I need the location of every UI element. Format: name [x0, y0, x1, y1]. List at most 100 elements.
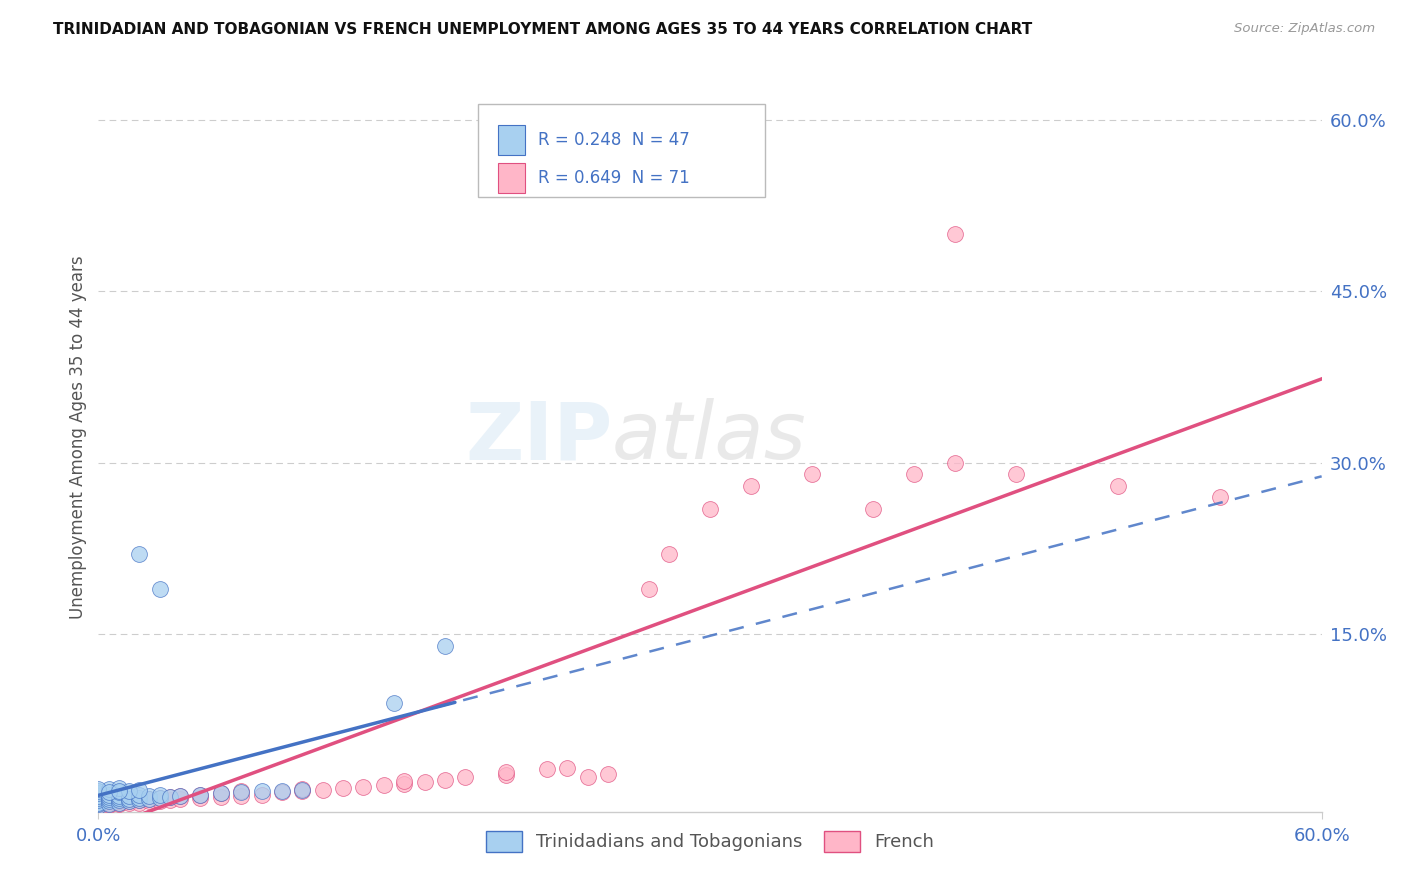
- Point: [209, 789, 232, 804]
- Point: [138, 792, 160, 806]
- Point: [87, 784, 110, 798]
- Point: [128, 793, 150, 807]
- Point: [169, 792, 191, 806]
- Point: [97, 794, 120, 808]
- Point: [209, 786, 232, 800]
- Point: [97, 793, 120, 807]
- FancyBboxPatch shape: [498, 125, 526, 155]
- Point: [169, 789, 191, 803]
- Point: [1209, 490, 1232, 504]
- Point: [87, 797, 110, 812]
- Point: [149, 791, 172, 805]
- FancyBboxPatch shape: [478, 103, 765, 197]
- Point: [108, 791, 131, 805]
- Point: [454, 771, 477, 785]
- Point: [108, 789, 131, 803]
- Point: [108, 780, 131, 795]
- Point: [1004, 467, 1026, 482]
- Point: [87, 794, 110, 808]
- Point: [97, 788, 120, 802]
- Point: [128, 788, 150, 802]
- Point: [270, 784, 294, 798]
- Point: [413, 775, 436, 789]
- Point: [699, 501, 721, 516]
- Point: [108, 793, 131, 807]
- Point: [291, 784, 314, 798]
- Point: [637, 582, 661, 596]
- Point: [108, 796, 131, 810]
- Point: [128, 547, 150, 561]
- Point: [87, 781, 110, 796]
- Point: [87, 793, 110, 807]
- Point: [128, 783, 150, 797]
- Point: [159, 789, 181, 804]
- Point: [87, 789, 110, 803]
- Point: [159, 793, 181, 807]
- Point: [118, 789, 141, 803]
- Point: [434, 639, 457, 653]
- Point: [332, 780, 354, 795]
- Point: [87, 792, 110, 806]
- Point: [598, 767, 620, 781]
- Point: [128, 793, 150, 807]
- Point: [87, 786, 110, 800]
- Point: [87, 793, 110, 807]
- Point: [138, 789, 160, 803]
- Point: [903, 467, 925, 482]
- Point: [87, 797, 110, 811]
- Point: [434, 772, 457, 787]
- Point: [87, 799, 110, 814]
- Point: [87, 789, 110, 803]
- Point: [250, 784, 273, 798]
- Point: [291, 783, 314, 797]
- Point: [118, 792, 141, 806]
- Point: [108, 794, 131, 808]
- Point: [392, 777, 416, 791]
- Point: [118, 796, 141, 810]
- Point: [495, 768, 517, 782]
- Point: [312, 783, 335, 797]
- Point: [138, 794, 160, 808]
- Point: [97, 797, 120, 811]
- Text: ZIP: ZIP: [465, 398, 612, 476]
- Point: [231, 785, 253, 799]
- Point: [382, 696, 405, 710]
- Point: [128, 791, 150, 805]
- Point: [97, 781, 120, 796]
- Point: [97, 792, 120, 806]
- Point: [118, 794, 141, 808]
- Y-axis label: Unemployment Among Ages 35 to 44 years: Unemployment Among Ages 35 to 44 years: [69, 255, 87, 619]
- Point: [943, 227, 966, 241]
- Point: [87, 789, 110, 804]
- Point: [250, 788, 273, 802]
- Point: [149, 582, 172, 596]
- Point: [108, 784, 131, 798]
- Point: [231, 784, 253, 798]
- Point: [555, 761, 579, 775]
- Point: [87, 796, 110, 810]
- Point: [128, 796, 150, 810]
- Point: [943, 456, 966, 470]
- Point: [149, 788, 172, 802]
- Point: [118, 792, 141, 806]
- Point: [169, 789, 191, 803]
- Point: [188, 791, 212, 805]
- Point: [87, 797, 110, 811]
- Point: [87, 799, 110, 814]
- Point: [576, 771, 599, 785]
- Point: [87, 791, 110, 805]
- Point: [108, 797, 131, 811]
- Point: [209, 786, 232, 800]
- Point: [108, 796, 131, 810]
- Point: [97, 797, 120, 811]
- Point: [801, 467, 824, 482]
- Point: [231, 789, 253, 803]
- Text: TRINIDADIAN AND TOBAGONIAN VS FRENCH UNEMPLOYMENT AMONG AGES 35 TO 44 YEARS CORR: TRINIDADIAN AND TOBAGONIAN VS FRENCH UNE…: [53, 22, 1032, 37]
- Point: [1107, 479, 1129, 493]
- Point: [536, 763, 558, 777]
- Point: [188, 788, 212, 802]
- Point: [270, 785, 294, 799]
- Text: R = 0.248  N = 47: R = 0.248 N = 47: [537, 131, 689, 149]
- Point: [97, 794, 120, 808]
- Point: [149, 794, 172, 808]
